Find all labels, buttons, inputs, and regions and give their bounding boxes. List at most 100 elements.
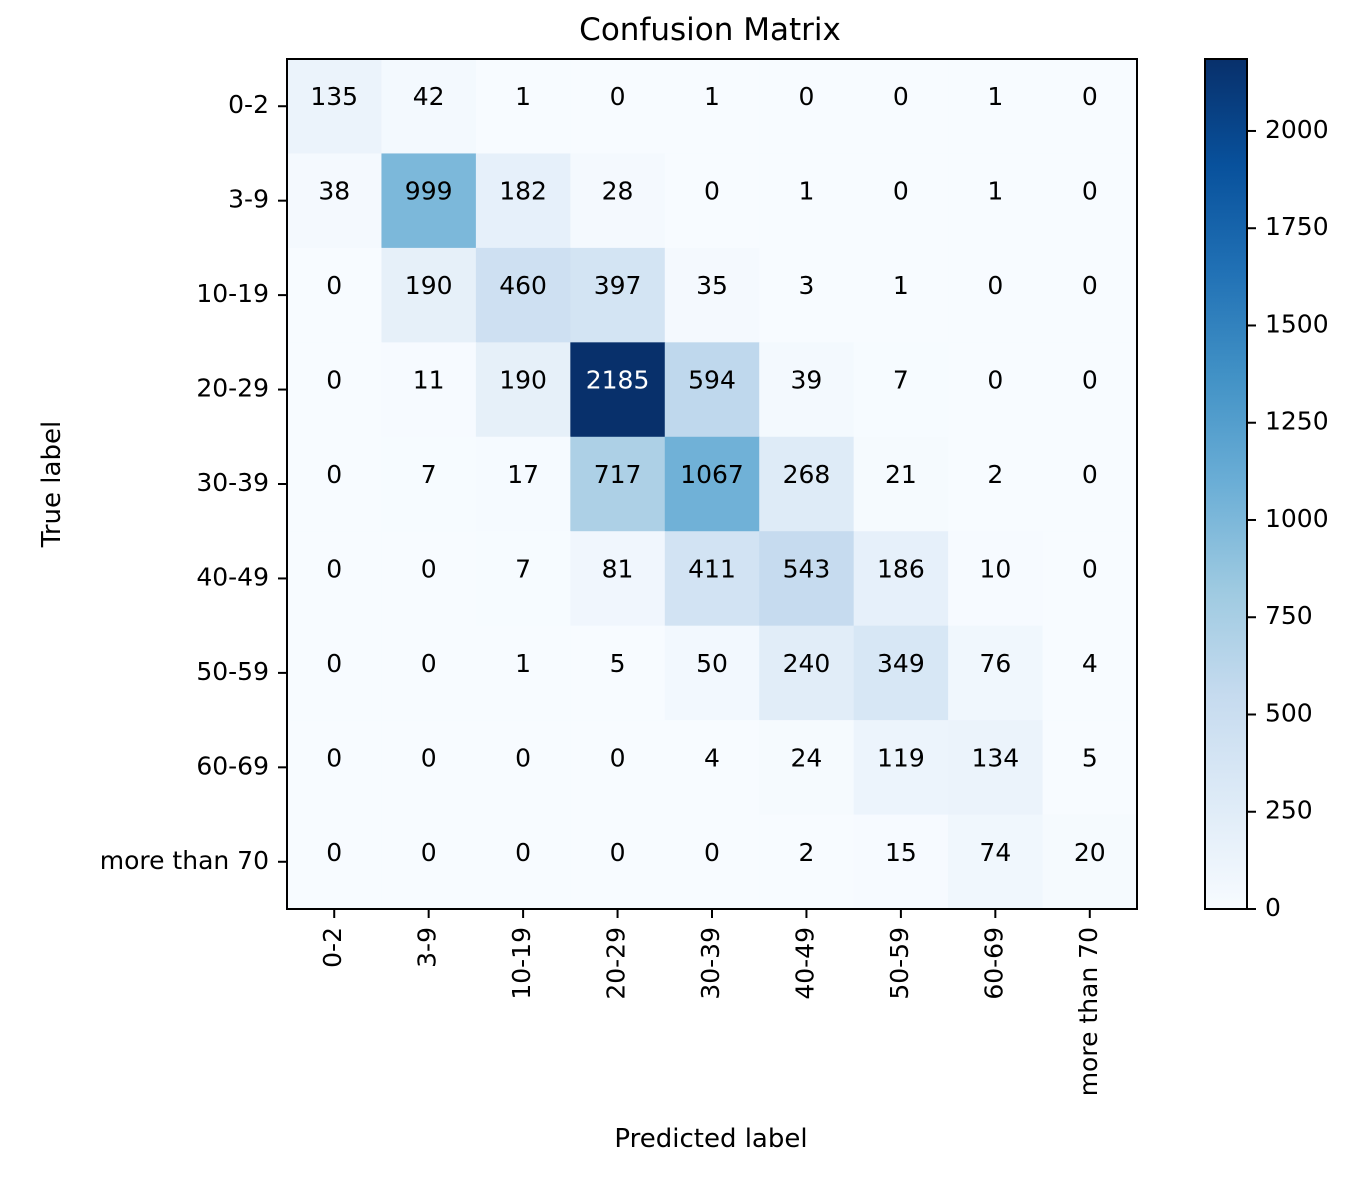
heatmap-cell bbox=[664, 625, 760, 721]
chart-title: Confusion Matrix bbox=[579, 12, 841, 48]
heatmap-cell bbox=[759, 625, 855, 721]
cell-value-label: 1 bbox=[798, 177, 814, 206]
cell-value-label: 0 bbox=[421, 649, 437, 678]
cell-value-label: 3 bbox=[798, 271, 814, 300]
cell-value-label: 24 bbox=[791, 743, 823, 772]
heatmap-cell bbox=[853, 436, 949, 532]
colorbar-tick-label: 1250 bbox=[1265, 407, 1329, 436]
cell-value-label: 2 bbox=[798, 838, 814, 867]
heatmap-cell bbox=[664, 342, 760, 438]
heatmap-cell bbox=[475, 531, 571, 627]
cell-value-label: 240 bbox=[783, 649, 831, 678]
heatmap-cell bbox=[570, 436, 666, 532]
heatmap-cell bbox=[759, 814, 855, 910]
cell-value-label: 182 bbox=[499, 177, 547, 206]
heatmap-cell bbox=[759, 531, 855, 627]
y-tick-label: 10-19 bbox=[196, 279, 269, 308]
cell-value-label: 0 bbox=[798, 82, 814, 111]
heatmap-cell bbox=[287, 531, 382, 627]
heatmap-cell bbox=[759, 436, 855, 532]
heatmap-cell bbox=[948, 625, 1044, 721]
heatmap-cell bbox=[1042, 436, 1138, 532]
x-axis-ticks: 0-2 3-9 10-19 20-29 30-39 40-49 50-59 60-69 more… bbox=[318, 909, 1103, 1096]
heatmap-cell bbox=[475, 153, 571, 249]
cell-value-label: 0 bbox=[893, 177, 909, 206]
colorbar-tick-label: 0 bbox=[1265, 893, 1281, 922]
heatmap-cell bbox=[570, 720, 666, 816]
heatmap-cell bbox=[381, 153, 477, 249]
heatmap-cell bbox=[948, 720, 1044, 816]
heatmap-cell bbox=[381, 342, 477, 438]
heatmap-cell bbox=[853, 59, 949, 154]
cell-value-label: 0 bbox=[987, 366, 1003, 395]
cell-value-label: 0 bbox=[1082, 82, 1098, 111]
x-tick-label: 50-59 bbox=[885, 927, 914, 1000]
heatmap-cell bbox=[1042, 59, 1138, 154]
heatmap-cells bbox=[287, 59, 1138, 910]
cell-value-label: 134 bbox=[971, 743, 1019, 772]
cell-value-label: 7 bbox=[515, 554, 531, 583]
heatmap-cell bbox=[759, 720, 855, 816]
heatmap-cell bbox=[664, 247, 760, 343]
heatmap-cell bbox=[853, 153, 949, 249]
heatmap-cell bbox=[570, 153, 666, 249]
cell-value-label: 411 bbox=[688, 554, 736, 583]
heatmap-cell bbox=[570, 531, 666, 627]
cell-value-label: 0 bbox=[515, 743, 531, 772]
heatmap-cell bbox=[570, 814, 666, 910]
cell-value-label: 0 bbox=[326, 649, 342, 678]
heatmap-cell bbox=[1042, 720, 1138, 816]
cell-value-label: 0 bbox=[1082, 271, 1098, 300]
heatmap-cell bbox=[664, 436, 760, 532]
cell-value-label: 7 bbox=[893, 366, 909, 395]
heatmap-cell bbox=[381, 247, 477, 343]
cell-value-label: 1 bbox=[987, 177, 1003, 206]
heatmap-cell bbox=[853, 531, 949, 627]
heatmap-cell bbox=[570, 247, 666, 343]
x-tick-label: 20-29 bbox=[602, 927, 631, 1000]
cell-value-label: 135 bbox=[310, 82, 358, 111]
y-tick-label: more than 70 bbox=[100, 846, 269, 875]
cell-value-label: 460 bbox=[499, 271, 547, 300]
y-tick-label: 50-59 bbox=[196, 657, 269, 686]
colorbar-tick-label: 500 bbox=[1265, 698, 1313, 727]
heatmap-cell bbox=[381, 720, 477, 816]
cell-value-label: 119 bbox=[877, 743, 925, 772]
cell-value-label: 1 bbox=[515, 82, 531, 111]
y-tick-label: 30-39 bbox=[196, 468, 269, 497]
cell-value-label: 10 bbox=[979, 554, 1011, 583]
heatmap-cell bbox=[759, 59, 855, 154]
cell-value-label: 1 bbox=[515, 649, 531, 678]
cell-value-label: 2185 bbox=[586, 366, 650, 395]
cell-value-label: 0 bbox=[326, 554, 342, 583]
heatmap-cell bbox=[475, 720, 571, 816]
cell-value-label: 0 bbox=[893, 82, 909, 111]
x-tick-label: 30-39 bbox=[696, 927, 725, 1000]
y-tick-label: 40-49 bbox=[196, 562, 269, 591]
heatmap-cell bbox=[948, 59, 1044, 154]
cell-value-label: 38 bbox=[318, 177, 350, 206]
heatmap-cell bbox=[381, 814, 477, 910]
cell-value-label: 1 bbox=[893, 271, 909, 300]
heatmap-cell bbox=[759, 247, 855, 343]
cell-value-label: 0 bbox=[515, 838, 531, 867]
heatmap-cell bbox=[570, 625, 666, 721]
heatmap-cell bbox=[948, 247, 1044, 343]
colorbar-tick-label: 750 bbox=[1265, 601, 1313, 630]
cell-value-label: 5 bbox=[1082, 743, 1098, 772]
colorbar bbox=[1204, 58, 1248, 910]
cell-value-label: 2 bbox=[987, 460, 1003, 489]
heatmap-cell bbox=[287, 814, 382, 910]
cell-value-label: 397 bbox=[594, 271, 642, 300]
cell-value-label: 76 bbox=[979, 649, 1011, 678]
heatmap-cell bbox=[759, 342, 855, 438]
heatmap-cell bbox=[948, 342, 1044, 438]
y-tick-label: 3-9 bbox=[228, 185, 269, 214]
heatmap-cell bbox=[570, 342, 666, 438]
heatmap-cell bbox=[664, 153, 760, 249]
cell-value-label: 35 bbox=[696, 271, 728, 300]
heatmap-cell bbox=[287, 247, 382, 343]
heatmap-cell bbox=[1042, 814, 1138, 910]
heatmap-cell bbox=[1042, 531, 1138, 627]
